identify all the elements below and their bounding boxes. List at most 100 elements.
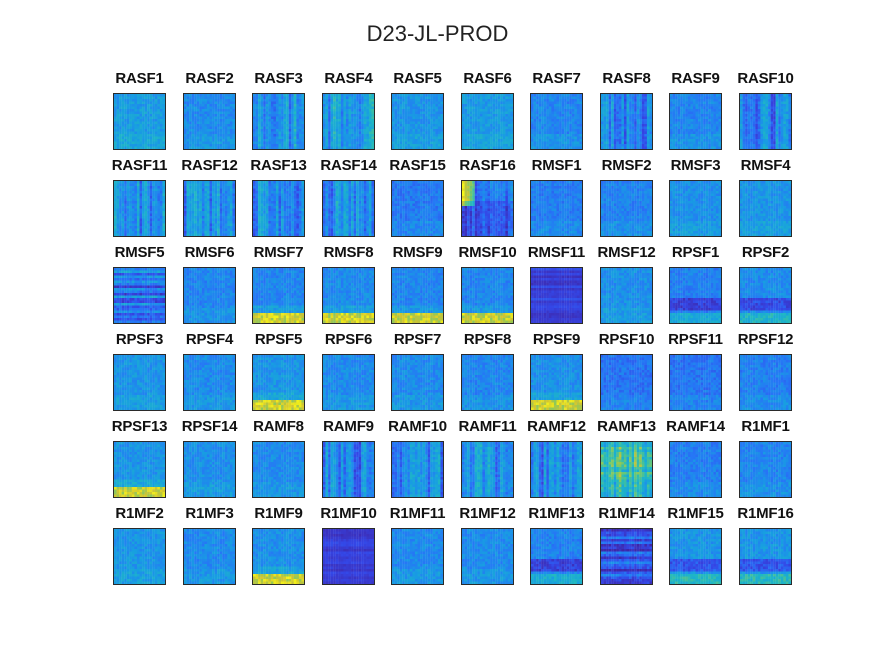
heatmap-cell <box>356 144 359 147</box>
heatmap-cell <box>152 134 155 137</box>
heatmap-cell <box>196 124 200 127</box>
heatmap-cell <box>629 94 632 97</box>
heatmap-cell <box>464 144 468 147</box>
heatmap-cell <box>677 129 681 132</box>
heatmap-cell <box>783 104 787 107</box>
heatmap-cell <box>199 141 202 145</box>
heatmap-cell <box>546 139 549 142</box>
heatmap-cell <box>162 211 165 214</box>
heatmap-cell <box>631 119 635 122</box>
heatmap-cell <box>253 106 256 110</box>
heatmap-cell <box>680 96 683 100</box>
heatmap-cell <box>541 139 544 142</box>
heatmap-cell <box>538 141 542 145</box>
heatmap-cell <box>206 96 210 100</box>
heatmap-cell <box>531 129 534 132</box>
heatmap-cell <box>268 129 271 132</box>
heatmap-cell <box>479 119 483 122</box>
heatmap-cell <box>152 141 155 145</box>
heatmap-cell <box>191 186 195 189</box>
heatmap-cell <box>440 141 443 145</box>
heatmap-cell <box>713 119 717 122</box>
heatmap-cell <box>507 129 511 132</box>
heatmap-cell <box>770 111 774 115</box>
heatmap-cell <box>139 203 143 207</box>
heatmap-cell <box>613 109 617 112</box>
heatmap-cell <box>467 146 470 149</box>
heatmap-cell <box>291 134 294 137</box>
heatmap-cell <box>301 111 304 115</box>
heatmap-cell <box>144 186 148 189</box>
heatmap-cell <box>432 96 436 100</box>
heatmap-cell <box>255 124 259 127</box>
heatmap-cell <box>343 136 347 140</box>
heatmap-cell <box>270 139 274 142</box>
heatmap-image <box>530 93 583 150</box>
heatmap-cell <box>531 139 534 142</box>
heatmap-cell <box>710 99 714 102</box>
heatmap-cell <box>740 101 743 105</box>
heatmap-cell <box>768 114 771 117</box>
heatmap-cell <box>755 104 758 107</box>
heatmap-cell <box>232 126 235 130</box>
heatmap-cell <box>783 111 787 115</box>
heatmap-cell <box>700 134 704 137</box>
heatmap-cell <box>283 144 287 147</box>
heatmap-cell <box>157 181 161 184</box>
heatmap-cell <box>687 101 691 105</box>
heatmap-cell <box>335 94 339 97</box>
heatmap-cell <box>432 126 436 130</box>
heatmap-cell <box>505 109 509 112</box>
heatmap-cell <box>425 94 428 97</box>
heatmap-cell <box>361 131 364 135</box>
heatmap-cell <box>154 183 158 187</box>
heatmap-cell <box>358 146 362 149</box>
heatmap-cell <box>114 101 117 105</box>
heatmap-cell <box>778 126 781 130</box>
heatmap-cell <box>119 139 122 142</box>
heatmap-cell <box>561 124 565 127</box>
heatmap-cell <box>569 131 572 135</box>
heatmap-cell <box>510 141 513 145</box>
heatmap-cell <box>126 99 130 102</box>
heatmap-cell <box>124 213 127 217</box>
heatmap-cell <box>162 218 165 222</box>
heatmap-cell <box>149 231 153 234</box>
heatmap-cell <box>139 126 143 130</box>
heatmap-cell <box>184 191 187 194</box>
heatmap-cell <box>144 94 148 97</box>
heatmap-cell <box>629 134 632 137</box>
heatmap-cell <box>623 144 627 147</box>
heatmap-cell <box>700 136 704 140</box>
heatmap-cell <box>191 141 195 145</box>
heatmap-cell <box>546 124 549 127</box>
heatmap-cell <box>301 131 304 135</box>
heatmap-cell <box>780 141 784 145</box>
heatmap-cell <box>351 99 354 102</box>
heatmap-cell <box>710 136 714 140</box>
heatmap-cell <box>507 101 511 105</box>
heatmap-cell <box>750 126 753 130</box>
heatmap-cell <box>232 144 235 147</box>
heatmap-cell <box>412 109 416 112</box>
heatmap-cell <box>670 131 673 135</box>
heatmap-cell <box>559 121 562 125</box>
heatmap-cell <box>750 141 753 145</box>
heatmap-cell <box>129 196 132 199</box>
heatmap-cell <box>139 213 143 217</box>
heatmap-cell <box>126 136 130 140</box>
heatmap-cell <box>232 188 235 192</box>
heatmap-cell <box>270 94 274 97</box>
heatmap-cell <box>644 126 648 130</box>
heatmap-cell <box>333 111 336 115</box>
heatmap-cell <box>152 216 155 219</box>
heatmap-cell <box>556 111 560 115</box>
heatmap-cell <box>500 109 503 112</box>
heatmap-cell <box>641 139 645 142</box>
heatmap-cell <box>116 106 120 110</box>
heatmap-cell <box>232 121 235 125</box>
heatmap-cell <box>747 131 751 135</box>
heatmap-cell <box>196 139 200 142</box>
heatmap-cell <box>672 106 676 110</box>
heatmap-cell <box>484 101 488 105</box>
